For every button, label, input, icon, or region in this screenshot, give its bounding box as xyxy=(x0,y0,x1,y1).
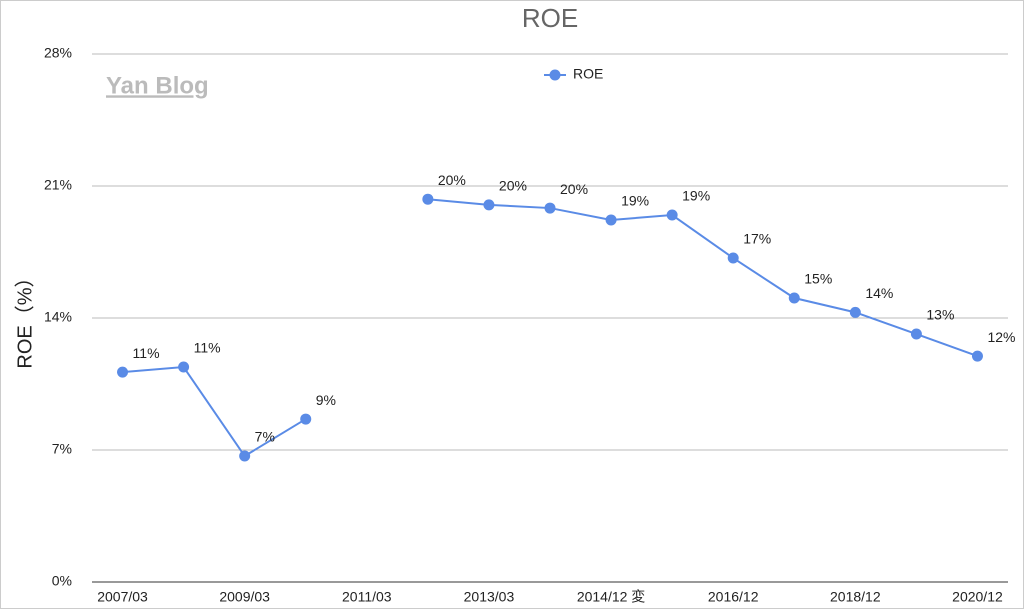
legend-label: ROE xyxy=(573,66,603,82)
y-tick-label: 14% xyxy=(44,309,72,325)
y-tick-label: 7% xyxy=(52,441,72,457)
point xyxy=(849,306,861,318)
line xyxy=(427,198,978,358)
point xyxy=(788,292,800,304)
point xyxy=(239,450,251,462)
point xyxy=(422,193,434,205)
y-axis-label: ROE（%） xyxy=(13,267,36,368)
x-tick-label: 2013/03 xyxy=(464,589,515,605)
data-label: 12% xyxy=(987,329,1015,345)
x-tick-label: 2007/03 xyxy=(97,589,148,605)
point xyxy=(727,252,739,264)
x-tick-label: 2014/12 変 xyxy=(577,589,646,605)
point xyxy=(910,328,922,340)
line xyxy=(122,365,307,458)
y-tick-label: 21% xyxy=(44,177,72,193)
data-label: 20% xyxy=(499,178,527,194)
x-tick-label: 2011/03 xyxy=(342,589,392,605)
x-tick-label: 2009/03 xyxy=(219,589,270,605)
legend-marker xyxy=(549,69,561,81)
y-tick-label: 0% xyxy=(52,573,72,589)
data-label: 11% xyxy=(133,345,160,361)
point xyxy=(605,214,617,226)
data-label: 7% xyxy=(255,429,275,445)
data-label: 19% xyxy=(682,188,710,204)
data-label: 19% xyxy=(621,193,649,209)
point xyxy=(666,209,678,221)
data-label: 15% xyxy=(804,271,832,287)
data-label: 17% xyxy=(743,231,771,247)
chart-title: ROE xyxy=(522,3,578,33)
x-tick-label: 2018/12 xyxy=(830,589,881,605)
point xyxy=(483,199,495,211)
data-label: 14% xyxy=(865,285,893,301)
data-label: 11% xyxy=(194,340,221,356)
point xyxy=(117,366,129,378)
point xyxy=(971,350,983,362)
watermark: Yan Blog xyxy=(106,72,209,99)
data-label: 20% xyxy=(560,181,588,197)
x-tick-label: 2020/12 xyxy=(952,589,1003,605)
data-label: 9% xyxy=(316,392,336,408)
point xyxy=(544,202,556,214)
point xyxy=(178,361,190,373)
x-tick-label: 2016/12 xyxy=(708,589,759,605)
point xyxy=(300,413,312,425)
data-label: 13% xyxy=(926,307,954,323)
data-label: 20% xyxy=(438,172,466,188)
y-tick-label: 28% xyxy=(44,45,72,61)
